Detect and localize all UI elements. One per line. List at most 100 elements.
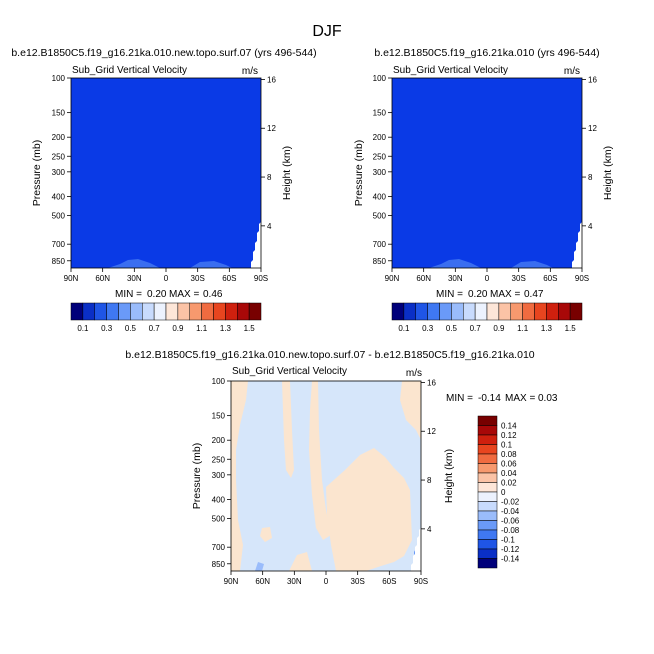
colorbar-box [477,425,498,436]
latitude-tick-label: 90N [224,577,239,586]
panel-3-subtitle: Sub_Grid Vertical Velocity [232,366,347,377]
panel-2-height-axis: 16 12 8 4 [582,75,597,231]
pressure-tick-label: 850 [373,257,387,266]
panel-3-negative-spot-1 [255,562,264,571]
pressure-tick-label: 300 [373,168,387,177]
pressure-tick-label: 700 [373,240,387,249]
panel-3-region-5 [400,381,421,440]
pressure-tick-label: 250 [212,455,226,464]
pressure-tick-label: 500 [52,211,66,220]
height-tick-label: 16 [588,75,597,84]
panel-2-min-value: 0.20 [468,289,488,300]
colorbar-box [474,302,488,321]
colorbar-box [477,529,498,540]
pressure-tick-label: 200 [212,436,226,445]
latitude-tick-label: 60S [222,274,236,283]
panel-2-y2label: Height (km) [602,146,614,200]
panel-3-pressure-axis: 100 150 200 250 300 400 500 700 850 [212,377,231,569]
pressure-tick-label: 700 [212,543,226,552]
colorbar-label: 0.08 [501,450,517,459]
height-tick-label: 12 [588,124,597,133]
panel-3-region-1 [231,381,248,571]
latitude-tick-label: 60N [416,274,431,283]
panel-3-min-label: MIN = [446,393,473,404]
colorbar-box [477,463,498,474]
panel-2-shade [429,259,553,268]
panel-1-colorbar: 0.1 0.3 0.5 0.7 0.9 1.1 1.3 1.5 [70,302,262,333]
panel-3-y2label: Height (km) [443,449,455,503]
colorbar-box [522,302,535,321]
colorbar-box [82,302,95,321]
panel-3-latitude-axis: 90N 60N 30N 0 30S 60S 90S [224,571,428,586]
panel-1-pressure-axis: 100 150 200 250 300 400 500 700 850 [52,74,71,266]
colorbar-box [189,302,202,321]
pressure-tick-label: 150 [373,109,387,118]
pressure-tick-label: 300 [52,168,66,177]
colorbar-box [463,302,476,321]
colorbar-box [427,302,440,321]
height-tick-label: 16 [427,378,436,387]
colorbar-label: 1.5 [244,324,256,333]
panel-bottom: b.e12.B1850C5.f19_g16.21ka.010.new.topo.… [125,349,558,586]
colorbar-label: 0 [501,488,506,497]
panel-3-region-2 [282,381,294,478]
colorbar-label: -0.06 [501,517,520,526]
panel-1-topography [251,222,261,268]
pressure-tick-label: 150 [212,412,226,421]
panel-1-title: b.e12.B1850C5.f19_g16.21ka.010.new.topo.… [11,47,316,59]
colorbar-label: -0.1 [501,536,515,545]
colorbar-label: 1.3 [220,324,232,333]
colorbar-box [477,501,498,512]
pressure-tick-label: 300 [212,471,226,480]
colorbar-label: 0.7 [470,324,482,333]
colorbar-box [569,302,583,321]
colorbar-box [415,302,428,321]
latitude-tick-label: 90S [575,274,589,283]
pressure-tick-label: 700 [52,240,66,249]
latitude-tick-label: 0 [485,274,490,283]
height-tick-label: 8 [427,476,432,485]
colorbar-label: 1.5 [565,324,577,333]
latitude-tick-label: 60N [95,274,110,283]
panel-3-region-6 [260,527,272,542]
colorbar-label: 0.5 [446,324,458,333]
colorbar-label: -0.14 [501,555,520,564]
colorbar-box [510,302,523,321]
colorbar-box [451,302,464,321]
colorbar-box [546,302,559,321]
pressure-tick-label: 500 [373,211,387,220]
colorbar-box [486,302,500,321]
latitude-tick-label: 90S [254,274,268,283]
pressure-tick-label: 400 [373,192,387,201]
latitude-tick-label: 0 [324,577,329,586]
colorbar-box [477,539,498,550]
panel-1-y2label: Height (km) [281,146,293,200]
colorbar-box [165,302,179,321]
colorbar-box [248,302,262,321]
panel-3-region-4 [326,448,412,571]
panel-3-region-7 [289,552,312,571]
pressure-tick-label: 100 [212,377,226,386]
pressure-tick-label: 150 [52,109,66,118]
panel-1-subtitle: Sub_Grid Vertical Velocity [72,65,187,76]
colorbar-label: 0.5 [125,324,137,333]
panel-3-max-value: 0.03 [538,393,558,404]
latitude-tick-label: 0 [164,274,169,283]
panel-2-topography [572,222,582,268]
panel-2-ylabel: Pressure (mb) [353,140,365,207]
colorbar-label: 0.02 [501,479,517,488]
pressure-tick-label: 200 [373,133,387,142]
colorbar-box [477,558,498,569]
height-tick-label: 4 [427,525,432,534]
colorbar-box [477,491,498,502]
colorbar-box [153,302,167,321]
panel-3-min-value: -0.14 [478,393,501,404]
panel-3-positive-regions [231,381,421,571]
pressure-tick-label: 200 [52,133,66,142]
colorbar-label: 0.1 [501,441,513,450]
colorbar-label: 0.9 [172,324,184,333]
pressure-tick-label: 500 [212,514,226,523]
colorbar-box [477,434,498,445]
panel-1-min-label: MIN = [115,289,142,300]
